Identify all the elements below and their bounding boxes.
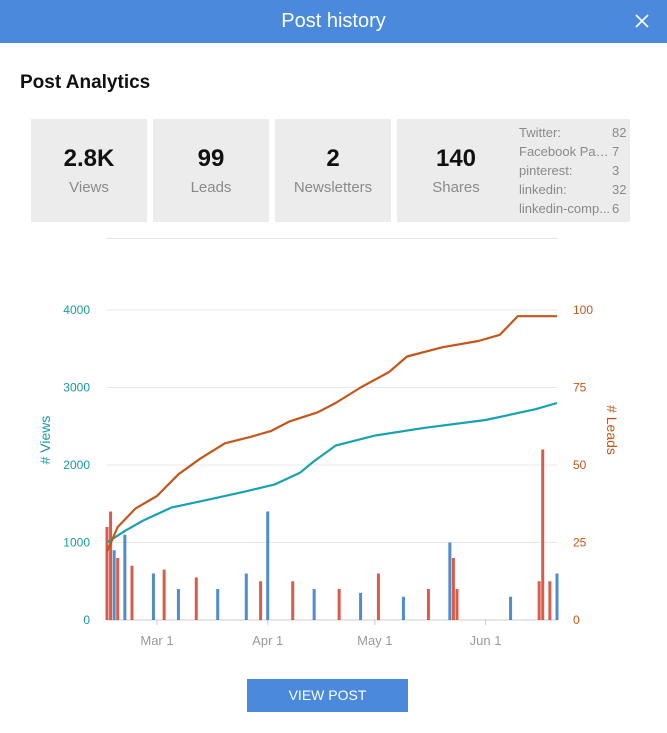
view-bar xyxy=(216,589,220,620)
view-bar xyxy=(359,592,363,620)
y-right-tick-label: 50 xyxy=(573,458,587,472)
view-bar xyxy=(401,596,405,620)
y-left-tick-label: 0 xyxy=(83,613,90,627)
y-left-tick-label: 1000 xyxy=(63,536,90,550)
view-bar xyxy=(555,573,559,620)
x-tick-label: May 1 xyxy=(357,633,392,648)
section-title: Post Analytics xyxy=(20,72,151,93)
stat-card-leads: 99 Leads xyxy=(153,119,269,222)
view-bar xyxy=(455,589,459,620)
stat-value: 2.8K xyxy=(63,145,115,172)
y-left-axis-label: # Views xyxy=(37,416,53,465)
view-bar xyxy=(291,581,295,620)
x-tick-label: Apr 1 xyxy=(252,633,283,648)
view-bar xyxy=(194,577,198,620)
stat-card-shares: 140 Shares Twitter: 82 Facebook Pag... 7 p… xyxy=(397,119,630,222)
stat-value: 99 xyxy=(197,145,225,172)
share-network: Facebook Pag... xyxy=(519,144,611,159)
y-left-tick-label: 2000 xyxy=(63,458,90,472)
view-bar xyxy=(130,565,134,620)
view-bar xyxy=(266,511,270,620)
shares-breakdown: Twitter: 82 Facebook Pag... 7 pinterest: 3 … xyxy=(519,125,629,220)
view-bar xyxy=(123,534,127,620)
stat-label: Leads xyxy=(190,179,232,196)
view-bar xyxy=(176,589,180,620)
share-count: 32 xyxy=(612,182,627,197)
share-count: 82 xyxy=(612,125,627,140)
view-bar xyxy=(376,573,380,620)
share-count: 6 xyxy=(612,201,620,216)
x-tick-label: Mar 1 xyxy=(140,633,173,648)
x-tick-label: Jun 1 xyxy=(470,633,502,648)
stat-card-views: 2.8K Views xyxy=(31,119,147,222)
share-network: linkedin: xyxy=(519,182,567,197)
stat-card-newsletters: 2 Newsletters xyxy=(275,119,391,222)
view-bar xyxy=(509,596,513,620)
divider xyxy=(107,238,557,239)
y-right-tick-label: 75 xyxy=(573,381,587,395)
share-row-linkedin-company: linkedin-comp... 6 xyxy=(519,201,629,220)
view-bar xyxy=(105,527,109,620)
y-left-tick-label: 3000 xyxy=(63,381,90,395)
post-analytics-chart: 0 1000 2000 3000 4000 0 25 50 75 100 # Views # Lead… xyxy=(37,303,620,648)
view-bar xyxy=(112,550,116,620)
window-header: Post history xyxy=(0,0,667,43)
view-bar xyxy=(244,573,248,620)
leads-line xyxy=(105,315,557,553)
view-bar xyxy=(312,589,316,620)
view-bar xyxy=(337,589,341,620)
share-row-linkedin: linkedin: 32 xyxy=(519,182,629,201)
stat-label: Shares xyxy=(432,179,480,196)
views-line xyxy=(106,401,558,544)
y-right-tick-label: 0 xyxy=(573,613,580,627)
y-right-tick-label: 25 xyxy=(573,536,587,550)
stat-label: Newsletters xyxy=(293,179,373,196)
view-bar xyxy=(109,511,113,620)
view-bar xyxy=(448,542,452,620)
view-bar xyxy=(259,581,263,620)
view-bar xyxy=(116,558,120,620)
share-network: pinterest: xyxy=(519,163,573,178)
y-left-tick-label: 4000 xyxy=(63,303,90,317)
stat-label: Views xyxy=(69,179,109,196)
y-right-tick-label: 100 xyxy=(573,303,593,317)
share-row-pinterest: pinterest: 3 xyxy=(519,163,629,182)
view-bar xyxy=(151,573,155,620)
view-post-button[interactable]: VIEW POST xyxy=(247,679,408,712)
share-row-twitter: Twitter: 82 xyxy=(519,125,629,144)
view-bar xyxy=(537,581,541,620)
share-row-facebook: Facebook Pag... 7 xyxy=(519,144,629,163)
window-title: Post history xyxy=(281,10,386,32)
y-right-axis-label: # Leads xyxy=(604,405,620,455)
share-count: 3 xyxy=(612,163,620,178)
view-bar xyxy=(426,589,430,620)
stat-value: 2 xyxy=(326,145,340,172)
view-bar xyxy=(162,569,166,620)
share-count: 7 xyxy=(612,144,620,159)
view-bar xyxy=(451,558,455,620)
view-bar xyxy=(548,581,552,620)
share-network: Twitter: xyxy=(519,125,561,140)
stat-value: 140 xyxy=(435,145,477,172)
share-network: linkedin-comp... xyxy=(519,201,611,216)
view-bar xyxy=(541,449,545,620)
shares-summary: 140 Shares xyxy=(397,119,515,222)
close-icon[interactable] xyxy=(629,8,655,34)
